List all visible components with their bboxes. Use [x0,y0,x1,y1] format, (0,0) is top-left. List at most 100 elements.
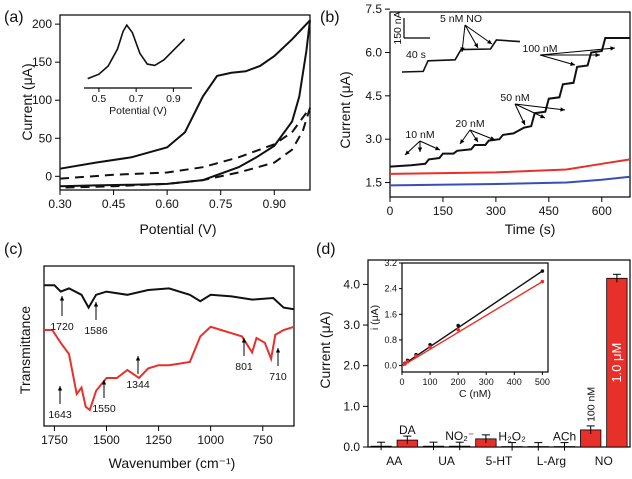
b-annotation-arrow-head [473,137,478,142]
d-inset-point-red [456,327,460,332]
a-ytick-label: 200 [32,17,52,31]
b-inset-scale-y-label: 150 nA [392,11,404,44]
a-ytick-label: 50 [39,131,53,145]
panel-b-plot: 0 150 300 450 600 1.5 3.0 4.5 6.0 7.5 10 nM 20 nM 50… [365,2,631,218]
c-xtick-label: 1000 [197,433,224,447]
d-inset-point-red [405,359,410,364]
a-inset-curve [87,23,186,80]
a-plot-frame [59,14,311,191]
d-inset-fit-black [401,270,543,367]
b-inset-arrow-head [487,39,492,44]
panel-label-b: (b) [320,9,340,26]
d-category-label: NO [595,454,613,468]
b-trace-blue [389,175,631,187]
panel-label-c: (c) [4,241,23,258]
a-ytick-label: 150 [32,55,52,69]
b-annotation-arrow-head [490,136,495,141]
d-inset-xtick-label: 100 [423,377,438,387]
a-xtick-label: 0.45 [102,197,126,211]
a-xtick-label: 0.60 [155,197,179,211]
d-bar-label: 1.0 μM [609,343,624,383]
c-peak-label: 801 [235,361,253,373]
c-peak-arrow-head [241,338,247,343]
panel-d-plot: 0.0 1.0 2.0 3.0 4.0 DA NO₂⁻ H₂O₂ ACh 100 nM 1.0 μM… [343,258,631,468]
b-inset-label: 5 nM NO [440,13,482,25]
b-inset-trace [401,39,521,73]
c-peak-arrow-head [275,348,281,353]
b-annotation-arrow-head [560,107,565,112]
b-ytick-label: 1.5 [365,176,382,190]
b-annotation-label: 10 nM [405,129,434,141]
d-inset-point-red [414,354,418,358]
b-inset-arrow [461,24,466,53]
a-ytick-label: 100 [32,93,52,107]
d-category-label: AA [386,454,402,468]
c-xtick-label: 1750 [41,433,68,447]
b-xtick-label: 0 [387,204,394,218]
d-inset-fit-red [401,281,543,367]
b-annotation-arrow-head [435,146,440,151]
c-spectrum-red [44,325,295,412]
a-xtick-label: 0.30 [48,197,72,211]
b-annotation-arrow-head [610,46,615,51]
d-bar-label: DA [399,423,416,437]
b-annotation-label: 100 nM [522,43,557,55]
d-inset-ytick-label: 1.6 [384,309,397,319]
c-peak-arrow-head [59,296,65,301]
a-inset-xtick-label: 0.5 [92,93,107,105]
b-plot-frame [389,11,631,198]
d-inset-xtick-label: 200 [451,377,466,387]
c-ylabel: Transmittance [17,306,33,394]
c-peak-label: 1720 [50,321,74,333]
d-inset-xtick-label: 400 [507,377,522,387]
b-trace-red [389,158,631,175]
b-xtick-label: 450 [539,204,559,218]
b-annotation-arrow [514,103,566,111]
a-inset-xtick-label: 0.7 [129,93,144,105]
b-annotation-arrow-head [595,52,600,58]
c-xtick-label: 750 [253,433,273,447]
d-ytick-label: 0.0 [343,440,360,454]
a-ylabel: Current (μA) [19,63,35,140]
a-xtick-label: 0.90 [263,197,287,211]
panel-label-d: (d) [316,241,336,258]
a-inset-xtick-label: 0.9 [166,93,181,105]
d-category-label: L-Arg [537,454,566,468]
d-ytick-label: 4.0 [343,277,360,291]
a-cv-forward-dashed [59,107,311,180]
d-ytick-label: 3.0 [343,318,360,332]
d-inset-frame [401,262,549,373]
d-inset-xtick-label: 500 [535,377,550,387]
a-cv-forward-solid [59,19,311,170]
b-annotation-arrow-head [405,150,410,155]
a-xtick-label: 0.75 [209,197,233,211]
c-xlabel: Wavenumber (cm⁻¹) [109,455,236,471]
b-trace-black [389,37,630,168]
d-inset-xtick-label: 300 [479,377,494,387]
d-inset-point-black [540,269,545,273]
d-bar-label: H₂O₂ [498,430,526,444]
d-inset-xtick-label: 0 [399,377,404,387]
c-peak-label: 1550 [92,403,116,415]
d-inset-ylabel: i (μA) [369,305,381,330]
c-peak-arrow-head [101,380,107,385]
d-inset-ytick-label: 2.4 [384,284,397,294]
b-annotation-arrow [539,54,576,66]
d-inset-point-red [540,279,545,284]
b-inset-arrow-head [460,47,465,52]
c-peak-label: 1586 [84,325,108,337]
panel-label-a: (a) [4,9,24,26]
b-inset-scale-x-label: 40 s [406,49,426,61]
b-inset-arrow [464,24,493,45]
d-inset-xlabel: C (nM) [459,388,491,400]
b-annotation-arrow-head [417,147,423,152]
c-plot-frame [43,265,295,427]
d-bar-label: ACh [553,430,576,444]
b-xtick-label: 600 [592,204,612,218]
b-ytick-label: 7.5 [365,2,382,16]
d-ytick-label: 1.0 [343,399,360,413]
b-ytick-label: 3.0 [365,132,382,146]
b-inset-arrow-head [473,43,478,48]
b-annotation-arrow-head [460,139,465,144]
b-annotation-arrow-head [540,114,545,119]
